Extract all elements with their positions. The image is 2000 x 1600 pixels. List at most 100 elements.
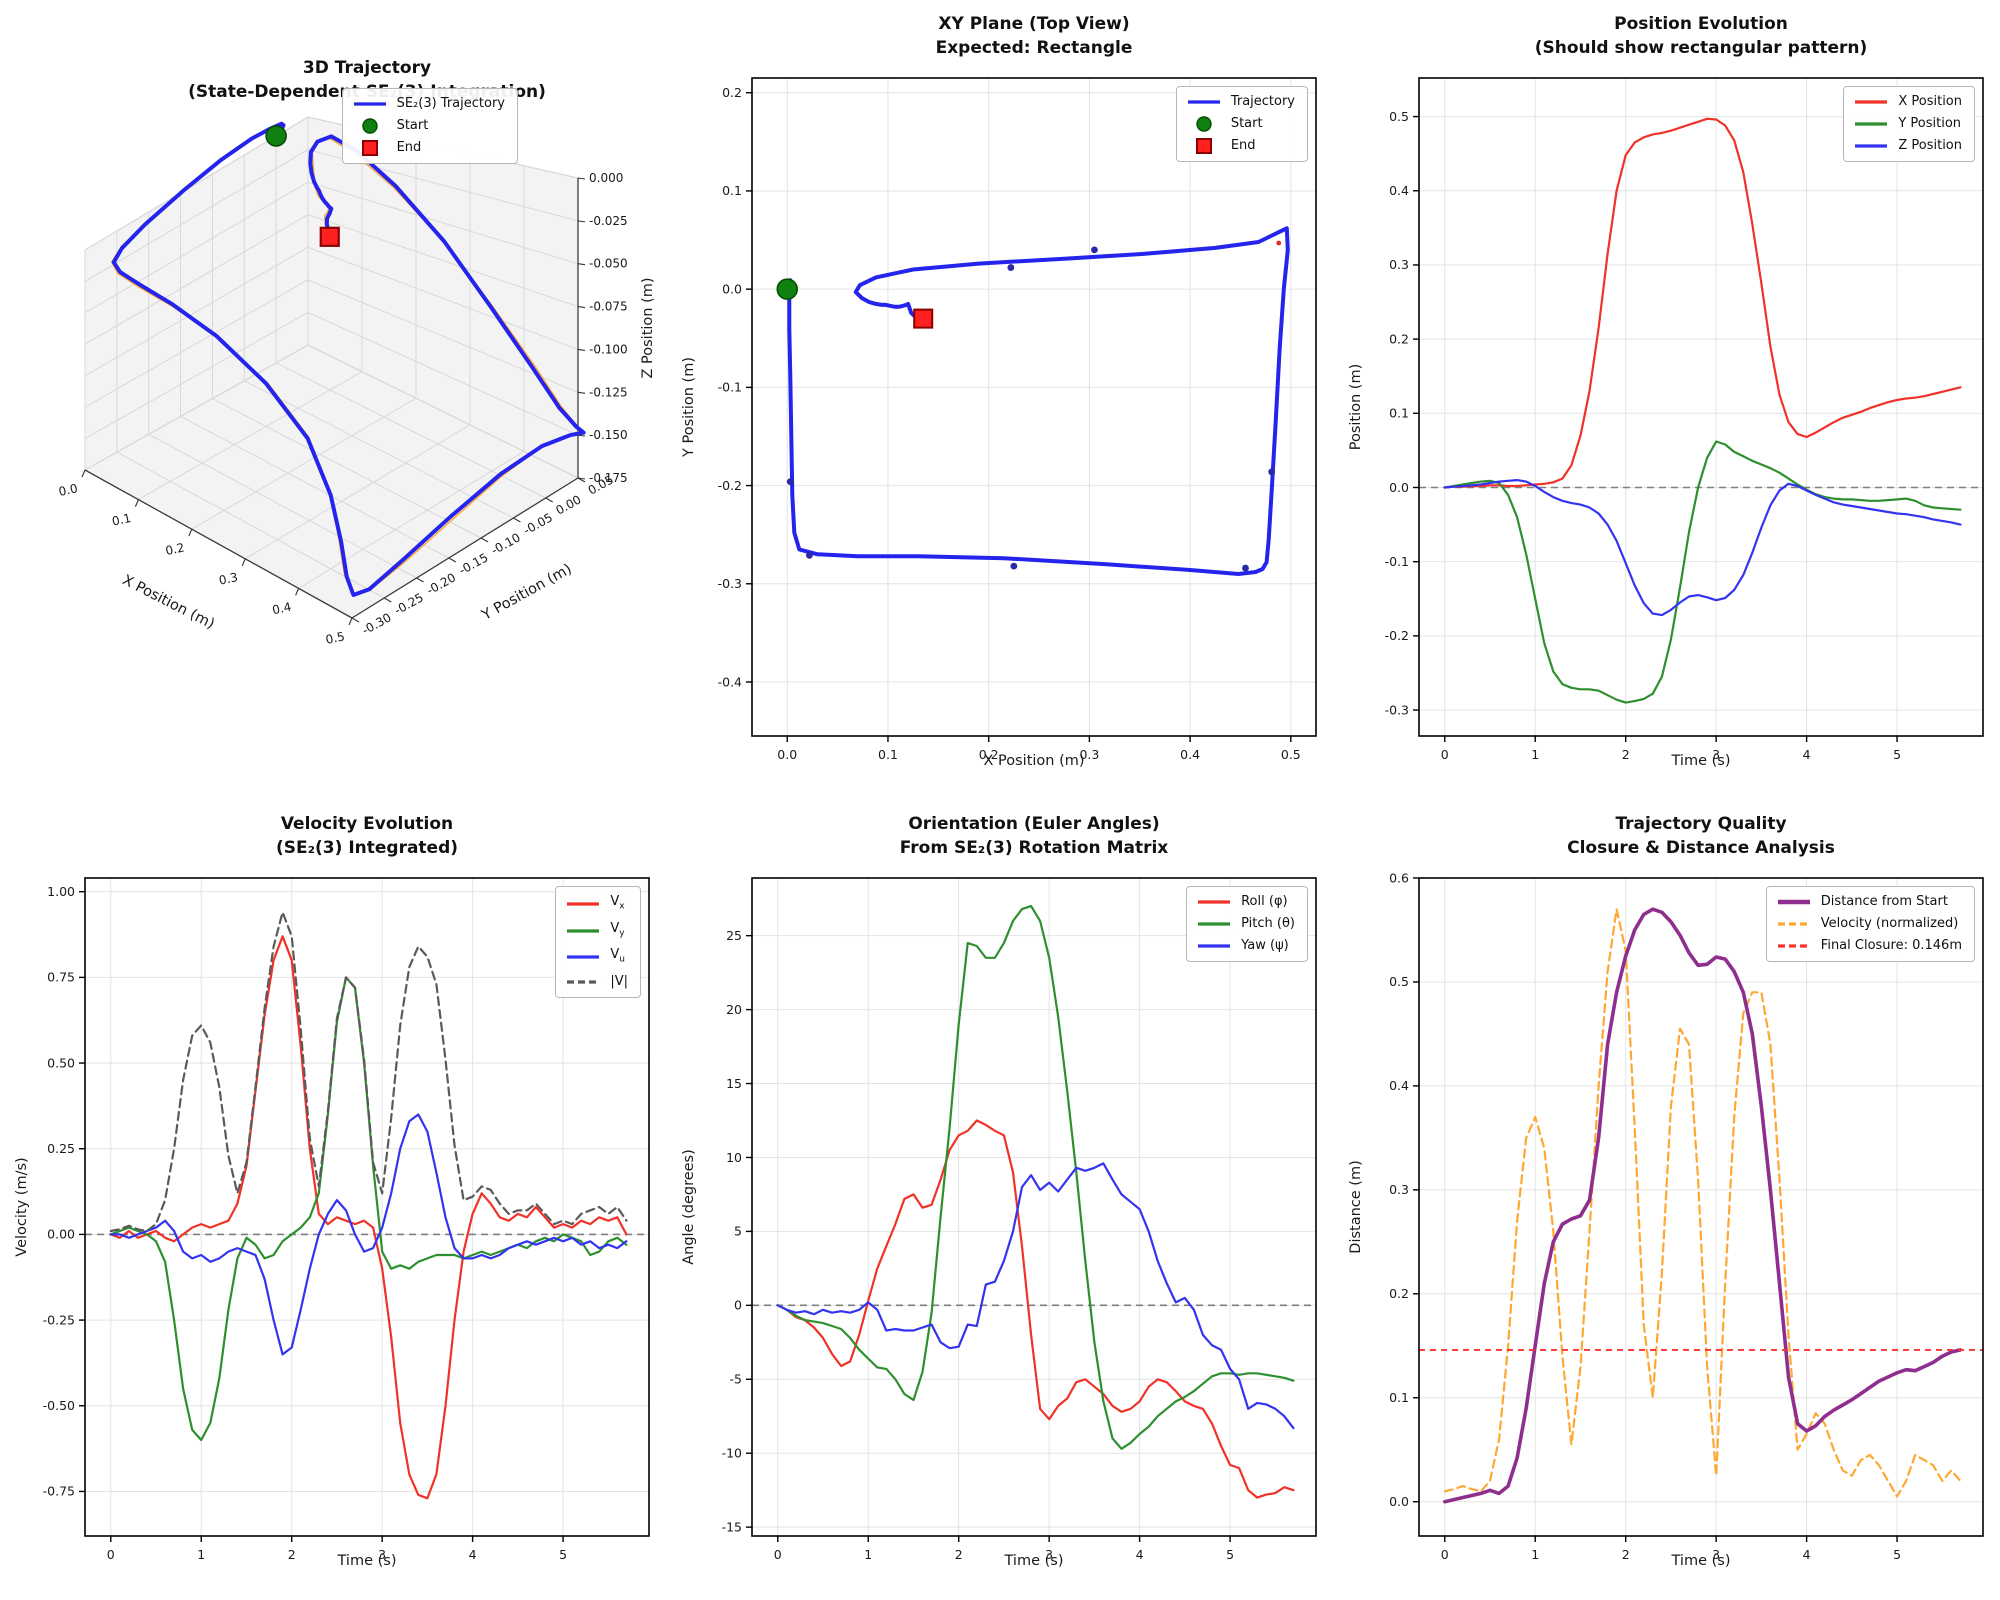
svg-text:0.25: 0.25 <box>47 1141 75 1156</box>
y-tick-labels: 1.00 0.75 0.50 0.25 0.00 -0.25 -0.50 -0.75 <box>43 884 85 1499</box>
svg-text:20: 20 <box>726 1002 742 1017</box>
svg-text:-0.075: -0.075 <box>589 300 628 314</box>
y-tick-labels: 0.6 0.5 0.4 0.3 0.2 0.1 0.0 <box>1389 870 1419 1509</box>
svg-text:4: 4 <box>1803 1547 1811 1562</box>
chart-title-line2: Expected: Rectangle <box>935 38 1133 58</box>
subplot-trajectory-quality: Trajectory Quality Closure & Distance An… <box>1334 800 2000 1600</box>
legend-label: Velocity (normalized) <box>1820 916 1959 931</box>
legend-entry: Roll (φ) <box>1196 894 1295 910</box>
z-axis-label-3d: Z Position (m) <box>640 277 656 378</box>
svg-text:0.50: 0.50 <box>47 1055 75 1070</box>
legend-label: End <box>1230 138 1256 153</box>
x-axis-label-3d: X Position (m) <box>120 572 217 632</box>
chart-title: Position Evolution (Should show rectangu… <box>1419 12 1983 60</box>
legend-label: Trajectory <box>1230 94 1295 109</box>
svg-text:0.000: 0.000 <box>589 171 623 185</box>
svg-text:-0.2: -0.2 <box>718 478 742 493</box>
plot-border <box>1418 77 1984 737</box>
subplot-velocity-evolution: Velocity Evolution (SE₂(3) Integrated) V… <box>0 800 666 1600</box>
chart-title-line1: Velocity Evolution <box>280 814 454 834</box>
series-distance-from-start <box>1443 907 1963 1504</box>
chart-title: Orientation (Euler Angles) From SE₂(3) R… <box>752 812 1316 860</box>
svg-text:2: 2 <box>1622 747 1630 762</box>
legend-swatch-line <box>1198 944 1231 948</box>
legend-entry: |V| <box>565 974 628 990</box>
svg-text:-0.3: -0.3 <box>718 576 742 591</box>
svg-text:0.4: 0.4 <box>271 600 293 618</box>
svg-text:0.00: 0.00 <box>553 492 583 517</box>
svg-text:4: 4 <box>1136 1547 1144 1562</box>
axes: 0 1 2 3 4 5 25 20 15 10 5 0 -5 -10 -15 <box>722 877 1317 1562</box>
svg-text:1.00: 1.00 <box>47 884 75 899</box>
waypoint-dot <box>1010 562 1018 570</box>
x-tick-labels: 0 1 2 3 4 5 <box>1441 736 1901 762</box>
legend-label: Vx <box>610 894 625 912</box>
x-axis-label: Time (s) <box>1004 1553 1064 1569</box>
chart-title-line1: Trajectory Quality <box>1615 814 1787 834</box>
legend-entry: Velocity (normalized) <box>1776 916 1962 932</box>
legend-label: SE₂(3) Trajectory <box>396 96 505 111</box>
start-marker <box>776 278 798 300</box>
legend-entry: Start <box>1186 116 1295 132</box>
axes: 0 1 2 3 4 5 1.00 0.75 0.50 0.25 0.00 -0.25 -0.50 -0.7… <box>43 877 650 1562</box>
gridlines <box>752 78 1316 736</box>
svg-text:3: 3 <box>1712 747 1720 762</box>
svg-text:3: 3 <box>378 1547 386 1562</box>
legend-label: Roll (φ) <box>1241 894 1288 909</box>
svg-text:5: 5 <box>1893 747 1901 762</box>
y-tick-labels: 0.2 0.1 0.0 -0.1 -0.2 -0.3 -0.4 <box>718 85 752 689</box>
svg-text:-0.50: -0.50 <box>43 1398 75 1413</box>
start-marker <box>265 125 287 147</box>
svg-text:-0.100: -0.100 <box>589 342 628 356</box>
gridlines <box>1419 877 1983 1536</box>
svg-text:0.0: 0.0 <box>57 481 79 499</box>
svg-text:-0.05: -0.05 <box>521 510 555 537</box>
svg-text:-0.75: -0.75 <box>43 1484 75 1499</box>
svg-text:-0.15: -0.15 <box>457 550 491 577</box>
legend-entry: Y Position <box>1853 116 1962 132</box>
legend-swatch-line <box>1198 900 1231 904</box>
legend-label: Distance from Start <box>1820 894 1948 909</box>
legend-entry: Z Position <box>1853 138 1962 154</box>
legend-label: Z Position <box>1898 138 1962 153</box>
legend-swatch-thick <box>1777 899 1810 905</box>
series-z-position <box>1443 479 1962 617</box>
legend-label: X Position <box>1898 94 1962 109</box>
svg-text:0.5: 0.5 <box>1281 747 1301 762</box>
svg-text:1: 1 <box>197 1547 205 1562</box>
svg-text:0: 0 <box>107 1547 115 1562</box>
svg-text:-5: -5 <box>730 1372 742 1387</box>
legend-swatch-line <box>1187 100 1220 104</box>
legend-entry: X Position <box>1853 94 1962 110</box>
svg-text:-0.050: -0.050 <box>589 257 628 271</box>
svg-text:-0.025: -0.025 <box>589 214 628 228</box>
legend-swatch-line <box>353 102 386 106</box>
svg-text:0.4: 0.4 <box>1389 1078 1409 1093</box>
svg-text:15: 15 <box>726 1076 742 1091</box>
svg-text:0: 0 <box>734 1298 742 1313</box>
legend-label: Vu <box>610 947 625 965</box>
series-roll <box>776 1119 1295 1499</box>
svg-text:-0.2: -0.2 <box>1385 628 1409 643</box>
svg-text:-0.10: -0.10 <box>489 530 523 557</box>
waypoint-dot <box>786 478 794 486</box>
series-se23-trajectory <box>111 121 586 597</box>
legend-label: Yaw (ψ) <box>1241 938 1289 953</box>
svg-text:25: 25 <box>726 928 742 943</box>
legend-swatch-line <box>1855 144 1888 148</box>
series-trajectory <box>785 226 1290 576</box>
subplot-position-evolution: Position Evolution (Should show rectangu… <box>1334 0 2000 800</box>
svg-text:0.2: 0.2 <box>979 747 999 762</box>
svg-text:0.4: 0.4 <box>1180 747 1200 762</box>
svg-text:0.5: 0.5 <box>1389 109 1409 124</box>
legend-swatch-dash <box>567 980 600 984</box>
svg-text:5: 5 <box>1226 1547 1234 1562</box>
plot-canvas: 0 1 2 3 4 5 1.00 0.75 0.50 0.25 0.00 -0.25 -0.50 -0.7… <box>43 877 650 1562</box>
svg-text:0.0: 0.0 <box>722 281 742 296</box>
series-velocity-normalized <box>1443 908 1962 1498</box>
axes: 0 1 2 3 4 5 0.5 0.4 0.3 0.2 0.1 0.0 -0.1 -0.2 -0.3 <box>1385 77 1984 762</box>
legend-label: Vy <box>610 920 625 939</box>
waypoint-dot <box>1242 564 1249 572</box>
svg-text:0.3: 0.3 <box>218 570 240 588</box>
svg-text:-0.1: -0.1 <box>718 380 742 395</box>
